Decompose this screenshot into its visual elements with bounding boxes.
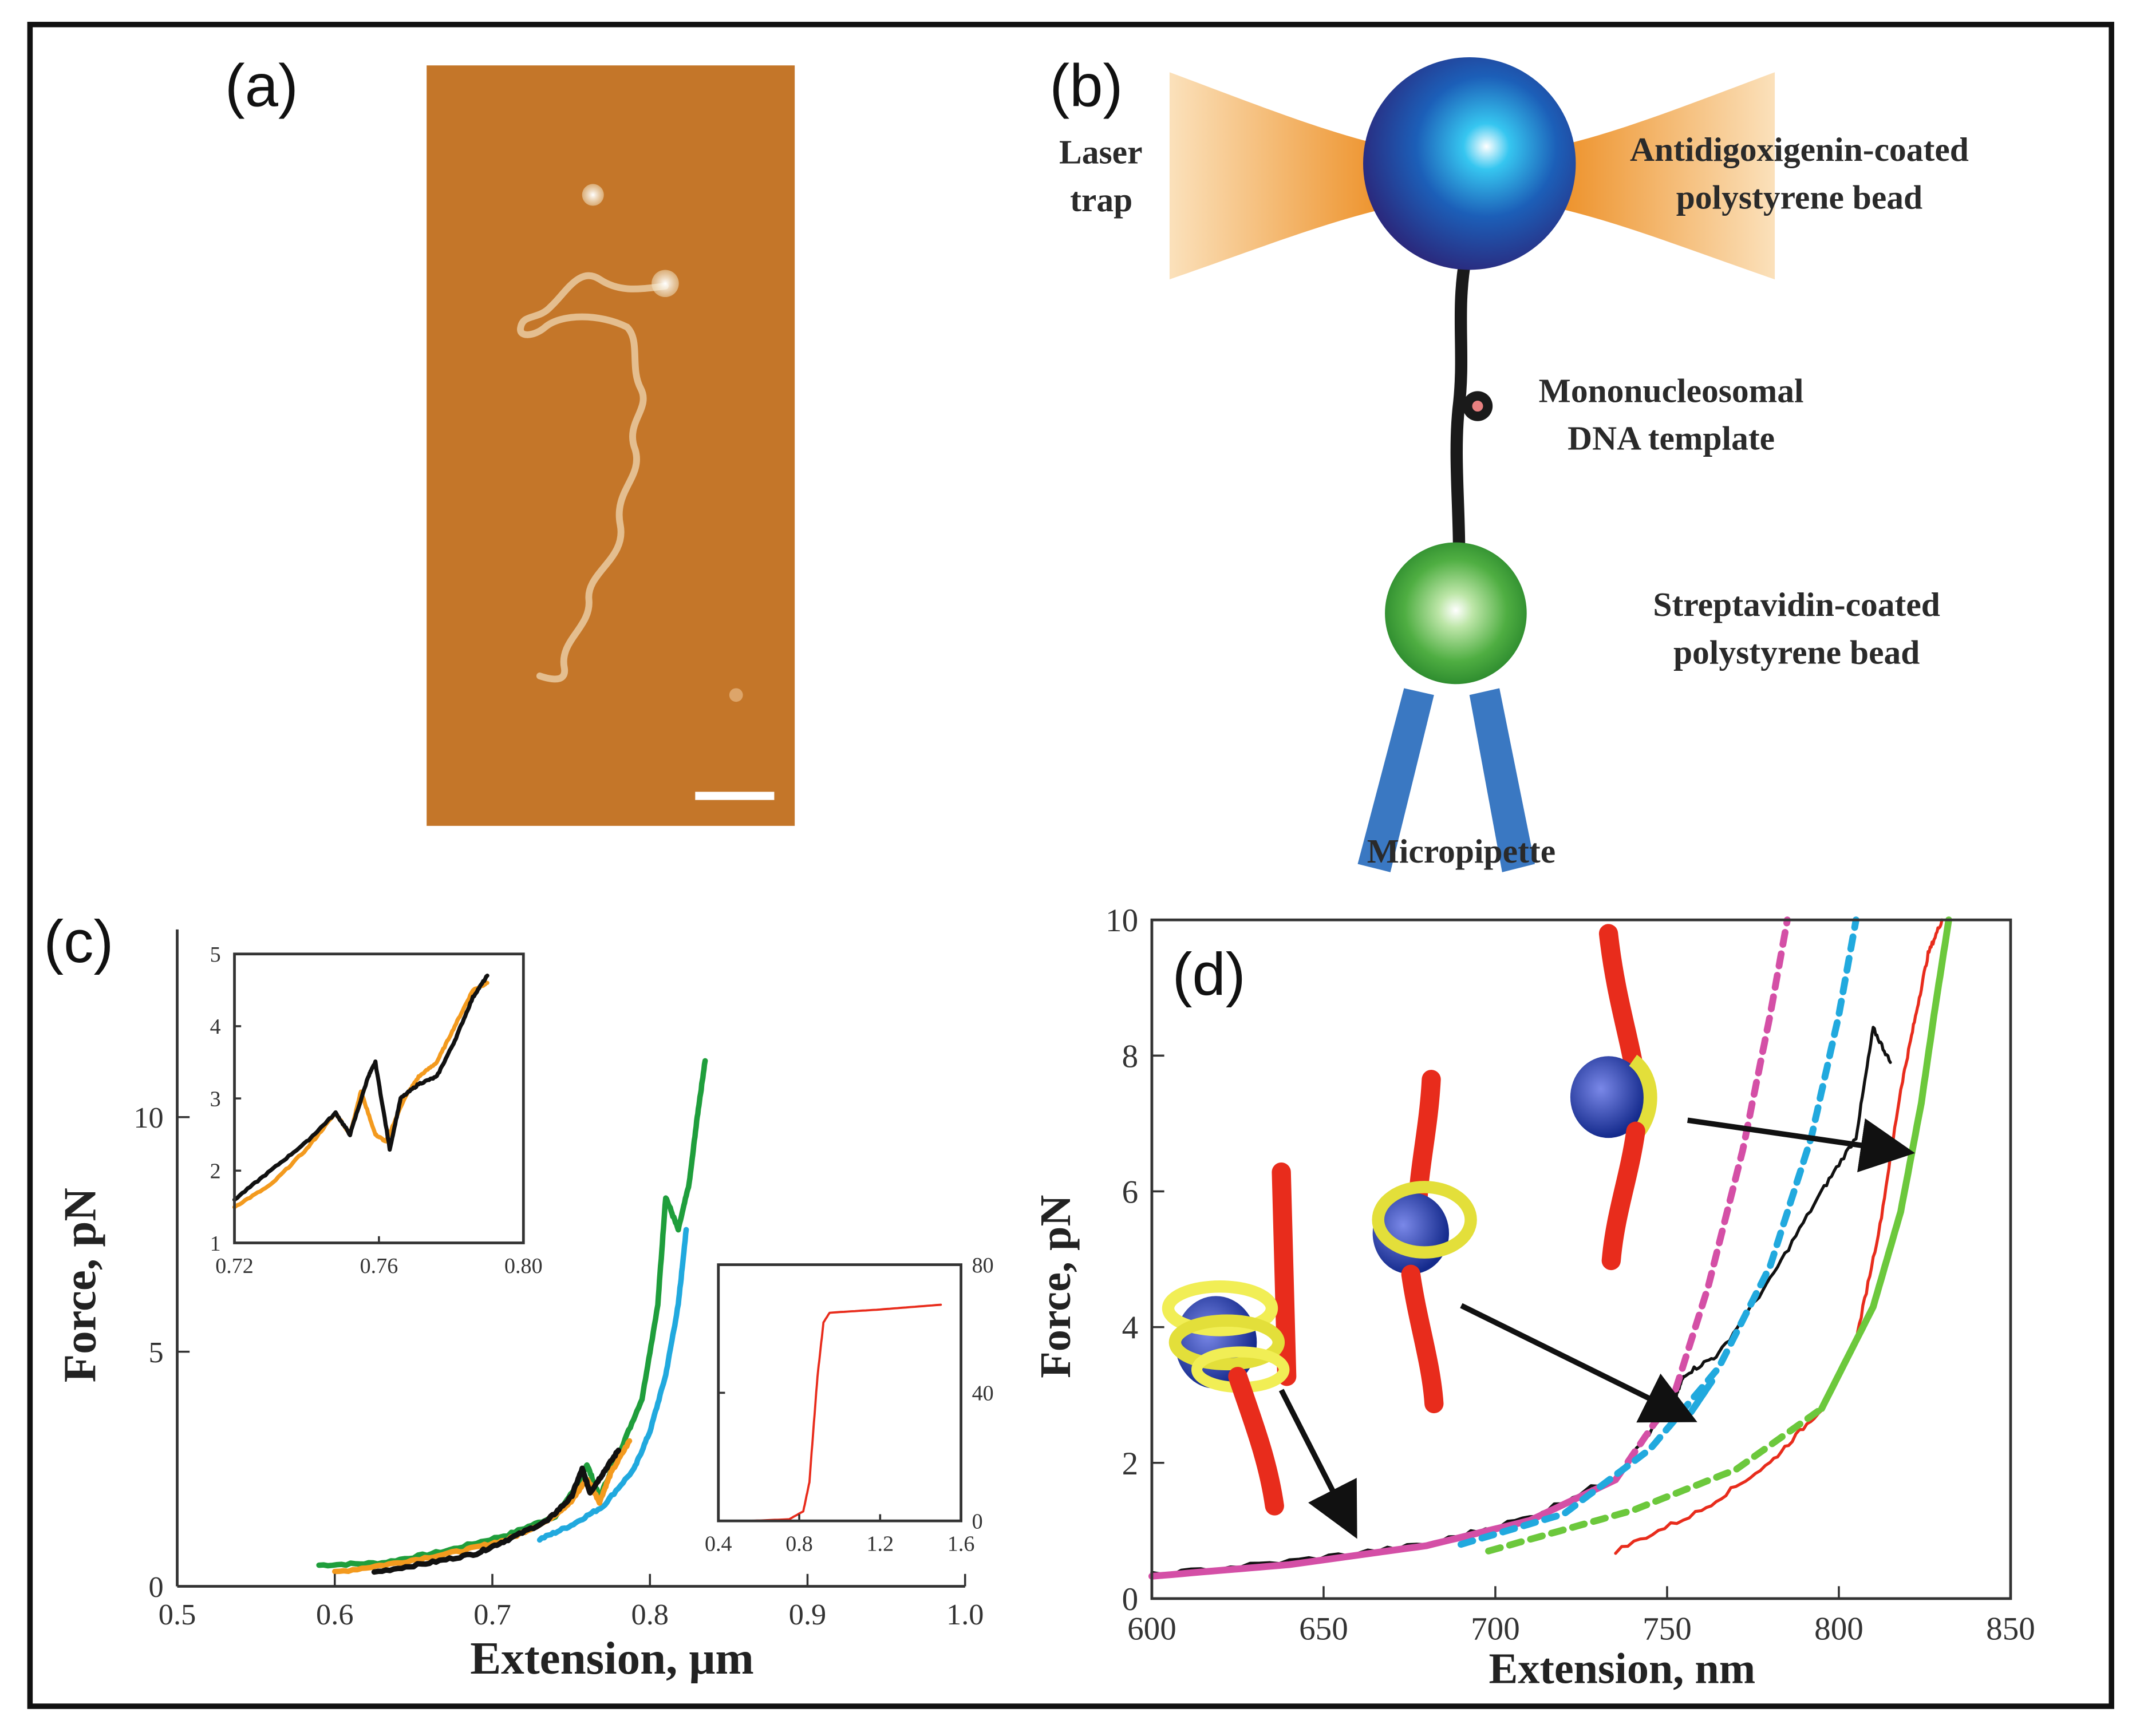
trap-bead [1363, 57, 1576, 270]
x-tick-label: 0.7 [473, 1598, 511, 1631]
plot-background [234, 954, 524, 1243]
afm-bright-particle [582, 184, 604, 206]
x-tick-label: 0.76 [360, 1254, 398, 1278]
y-tick-label: 0 [149, 1571, 164, 1604]
y-tick-label: 5 [210, 943, 221, 967]
svg-text:Antidigoxigenin-coated: Antidigoxigenin-coated [1630, 131, 1969, 168]
svg-text:trap: trap [1070, 181, 1132, 219]
x-tick-label: 1.2 [867, 1532, 894, 1556]
x-tick-label: 0.6 [316, 1598, 353, 1631]
y-tick-label: 0 [972, 1510, 983, 1534]
y-axis-label: Force, pN [1032, 1195, 1080, 1378]
nucleosome-cartoon-wrapped [1162, 1162, 1297, 1516]
afm-scale-bar [695, 792, 775, 800]
afm-small-particle [729, 688, 743, 702]
nucleosome-cartoon-partial [1372, 1070, 1477, 1414]
x-tick-label: 800 [1814, 1611, 1863, 1647]
d-series-red-data [1614, 918, 1944, 1555]
figure-frame [27, 22, 2114, 1709]
x-tick-label: 0.8 [631, 1598, 669, 1631]
c-inset-left-series-orange [232, 980, 489, 1209]
y-tick-label: 10 [133, 1101, 163, 1134]
y-tick-label: 2 [1122, 1446, 1139, 1482]
nucleosome-cartoon-unwrapped [1570, 924, 1657, 1271]
y-tick-label: 6 [1122, 1174, 1139, 1210]
template-label: Mononucleosomal DNA template [1539, 371, 1804, 457]
c-main-series-cyan [536, 1227, 689, 1543]
x-axis-label: Extension, μm [470, 1632, 754, 1684]
d-series-magenta-fit [1148, 1476, 1619, 1580]
svg-text:polystyrene bead: polystyrene bead [1676, 178, 1922, 216]
x-tick-label: 1.6 [947, 1532, 975, 1556]
micropipette-left [1357, 688, 1434, 872]
x-tick-label: 650 [1299, 1611, 1348, 1647]
x-axis-label: Extension, nm [1489, 1645, 1756, 1693]
panel-label-a: (a) [225, 53, 298, 120]
x-tick-label: 0.5 [159, 1598, 196, 1631]
x-tick-label: 700 [1471, 1611, 1520, 1647]
chart-c-inset-right: 0.4 0.8 1.2 1.60 40 80 [705, 1253, 994, 1556]
x-tick-label: 750 [1643, 1611, 1692, 1647]
trap-bead-label: Antidigoxigenin-coated polystyrene bead [1630, 131, 1969, 216]
dna-tether [1450, 252, 1472, 592]
state-arrows [1278, 1117, 1916, 1539]
y-tick-label: 4 [210, 1015, 221, 1039]
y-tick-label: 2 [210, 1160, 221, 1184]
plot-background [1151, 920, 2011, 1599]
svg-text:Laser: Laser [1059, 133, 1142, 171]
laser-beam-left [1169, 72, 1404, 280]
panel-label-b: (b) [1049, 53, 1123, 120]
pipette-bead-label: Streptavidin-coated polystyrene bead [1653, 586, 1940, 671]
panel-label-d: (d) [1172, 941, 1246, 1008]
laser-trap-label: Laser trap [1059, 133, 1142, 219]
c-inset-left-series-black [232, 973, 489, 1202]
x-tick-label: 600 [1127, 1611, 1176, 1647]
y-tick-label: 0 [1122, 1581, 1139, 1618]
y-tick-label: 4 [1122, 1310, 1139, 1346]
x-tick-label: 0.80 [504, 1254, 543, 1278]
plot-background [718, 1264, 961, 1521]
nucleosome-core [1472, 401, 1483, 412]
laser-beam-right [1540, 72, 1775, 280]
svg-text:polystyrene bead: polystyrene bead [1673, 634, 1920, 671]
afm-image-shade [427, 65, 795, 826]
afm-dna-strand [517, 272, 669, 683]
x-tick-label: 0.8 [785, 1532, 813, 1556]
c-inset-right-series-red [747, 1303, 942, 1523]
x-tick-label: 850 [1986, 1611, 2035, 1647]
c-main-series-black [371, 1448, 622, 1575]
micropipette-right [1469, 688, 1535, 872]
svg-text:Mononucleosomal: Mononucleosomal [1539, 371, 1804, 409]
svg-text:Streptavidin-coated: Streptavidin-coated [1653, 586, 1940, 623]
y-tick-label: 1 [210, 1232, 221, 1256]
y-tick-label: 10 [1105, 903, 1138, 939]
pipette-bead [1385, 542, 1527, 685]
y-tick-label: 8 [1122, 1038, 1139, 1074]
d-series-cyan-fit [1458, 916, 1859, 1548]
panel-label-c: (c) [44, 908, 113, 975]
y-tick-label: 80 [972, 1253, 994, 1278]
x-tick-label: 1.0 [946, 1598, 984, 1631]
micropipette-label: Micropipette [1367, 832, 1555, 870]
y-axis-label: Force, pN [54, 1188, 106, 1382]
y-tick-label: 40 [972, 1382, 994, 1406]
afm-bound-particle [652, 270, 679, 298]
x-tick-label: 0.72 [215, 1254, 254, 1278]
x-tick-label: 0.4 [705, 1532, 732, 1556]
y-tick-label: 5 [149, 1336, 164, 1369]
d-series-green-fit [1485, 1405, 1825, 1555]
plot-frame [1150, 918, 2012, 1600]
y-tick-label: 3 [210, 1087, 221, 1111]
chart-c-inset-left: 0.72 0.76 0.80 1 2 3 4 5 [210, 943, 543, 1278]
x-tick-label: 0.9 [789, 1598, 826, 1631]
svg-text:DNA template: DNA template [1568, 420, 1775, 457]
